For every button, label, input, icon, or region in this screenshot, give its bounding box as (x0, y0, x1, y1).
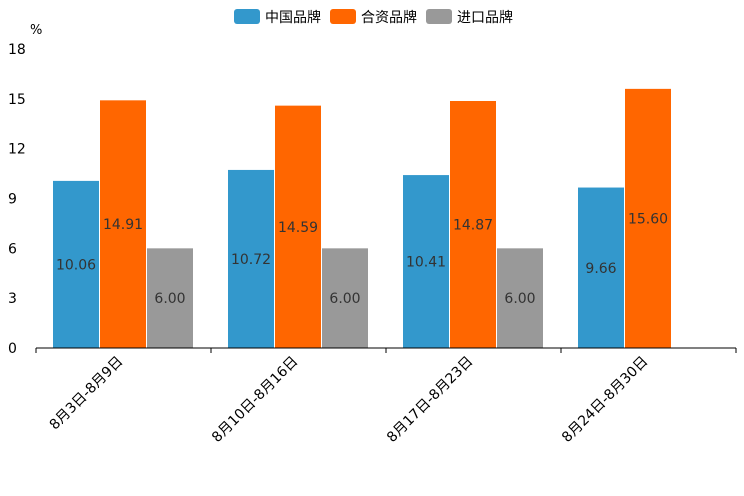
data-label-1-3: 10.41 (406, 255, 446, 271)
data-label-2-4: 15.60 (628, 211, 668, 227)
legend-label-3: 进口品牌 (457, 9, 513, 26)
bars: 10.06 14.91 6.00 10.72 14.59 6.00 10.41 14.87 6.… (53, 88, 671, 349)
bar-1-4 (578, 187, 624, 348)
x-tick-label-3: 8月17日-8月23日 (384, 354, 476, 446)
bar-3-1 (147, 248, 193, 348)
legend-label-2: 合资品牌 (361, 9, 417, 26)
y-tick-label: 9 (8, 192, 17, 208)
x-tick-label-4: 8月24日-8月30日 (559, 354, 651, 446)
bar-3-2 (322, 248, 368, 348)
data-label-1-4: 9.66 (585, 261, 616, 277)
y-tick-label: 15 (8, 92, 26, 108)
bar-1-1 (53, 180, 99, 348)
data-label-2-2: 14.59 (278, 220, 318, 236)
bar-1-2 (228, 169, 274, 348)
data-label-1-2: 10.72 (231, 252, 271, 268)
x-axis: 8月3日-8月9日 8月10日-8月16日 8月17日-8月23日 8月24日-8月3… (35, 347, 737, 446)
legend-swatch-2 (330, 9, 356, 24)
y-tick-label: 12 (8, 142, 26, 158)
legend-swatch-1 (234, 9, 260, 24)
legend-label-1: 中国品牌 (265, 9, 321, 26)
x-tick-label-1: 8月3日-8月9日 (47, 354, 127, 434)
y-tick-label: 6 (8, 241, 17, 257)
x-tick-label-2: 8月10日-8月16日 (209, 354, 301, 446)
data-label-2-3: 14.87 (453, 217, 493, 233)
legend-swatch-3 (426, 9, 452, 24)
y-axis: 0 3 6 9 12 15 18 (8, 42, 26, 357)
legend: 中国品牌 合资品牌 进口品牌 (234, 9, 513, 26)
data-label-2-1: 14.91 (103, 217, 143, 233)
bar-2-1 (100, 100, 146, 348)
bar-2-2 (275, 105, 321, 348)
bar-2-4 (625, 88, 671, 348)
bar-1-3 (403, 175, 449, 348)
data-label-3-2: 6.00 (329, 291, 360, 307)
data-label-3-3: 6.00 (504, 291, 535, 307)
bar-2-3 (450, 100, 496, 349)
data-label-3-1: 6.00 (154, 291, 185, 307)
data-label-1-1: 10.06 (56, 257, 96, 273)
y-tick-label: 18 (8, 42, 26, 58)
y-tick-label: 3 (8, 291, 17, 307)
y-axis-unit-label: % (30, 23, 42, 38)
y-tick-label: 0 (8, 341, 17, 357)
bar-3-3 (497, 248, 543, 348)
